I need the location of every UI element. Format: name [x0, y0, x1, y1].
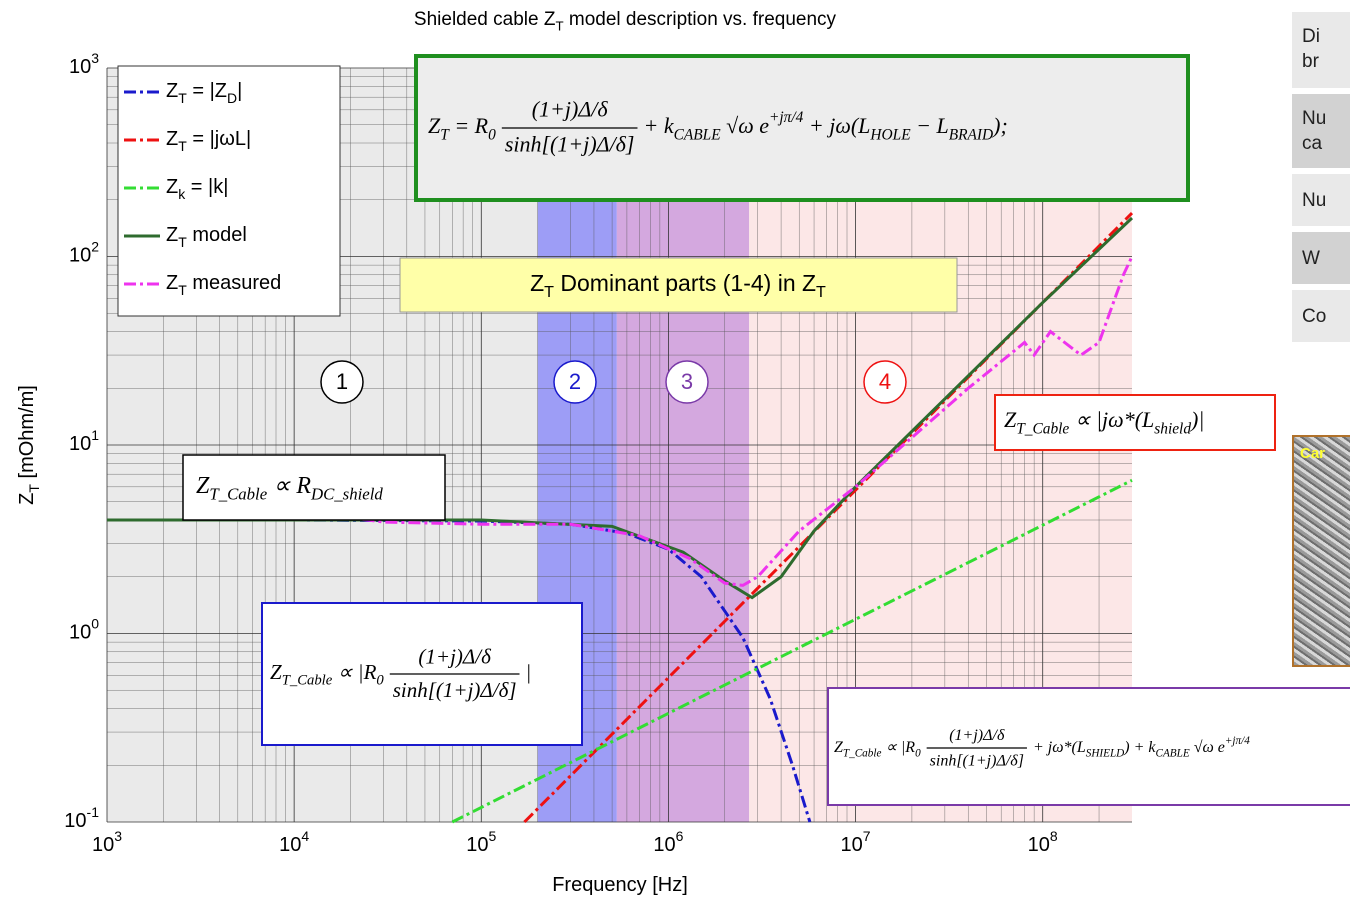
- x-tick-label: 108: [1028, 828, 1058, 857]
- y-tick-label: 100: [69, 615, 99, 644]
- chart: 103 104 105 106 107 108 10-1 100 101 102 103 Shield…: [0, 0, 1350, 904]
- y-tick-label: 10-1: [64, 804, 99, 833]
- formula-text: |: [526, 660, 532, 684]
- table-cell: br: [1302, 49, 1350, 74]
- y-tick-label: 101: [69, 427, 99, 456]
- y-axis-label: ZT [mOhm/m]: [16, 385, 41, 505]
- formula-text: sinh[(1+j)Δ/δ]: [393, 678, 517, 702]
- legend-label: Zk = |k|: [166, 176, 228, 201]
- formula-text: sinh[(1+j)Δ/δ]: [930, 752, 1024, 769]
- x-tick-label: 106: [653, 828, 683, 857]
- table-cell: Nu: [1302, 106, 1350, 131]
- zone-marker-label: 1: [336, 369, 348, 394]
- formula-text: (1+j)Δ/δ: [532, 97, 609, 122]
- formula-text: + jω*(LSHIELD) + kCABLE √ω e+jπ/4: [1033, 734, 1250, 759]
- chart-title: Shielded cable ZT model description vs. …: [414, 9, 837, 33]
- photo-caption: Car: [1300, 445, 1325, 462]
- x-axis-label: Frequency [Hz]: [552, 874, 688, 896]
- x-tick-label: 103: [92, 828, 122, 857]
- zone-marker-label: 2: [569, 369, 581, 394]
- table-cell: Di: [1302, 24, 1350, 49]
- table-row: Co: [1292, 288, 1350, 342]
- table-row: Nu: [1292, 172, 1350, 226]
- table-cell: ca: [1302, 131, 1350, 156]
- formula-text: (1+j)Δ/δ: [949, 727, 1005, 744]
- y-tick-label: 103: [69, 50, 99, 79]
- zone-marker-label: 3: [681, 369, 693, 394]
- cable-photo: Car: [1292, 435, 1350, 667]
- page: {"chart_data":{ "type":"line", "title":"…: [0, 0, 1350, 904]
- y-tick-label: 102: [69, 238, 99, 267]
- table-row: W: [1292, 230, 1350, 284]
- table-cell: W: [1302, 246, 1350, 271]
- x-tick-label: 105: [466, 828, 496, 857]
- formula-text: (1+j)Δ/δ: [418, 644, 492, 668]
- table-cell: Co: [1302, 304, 1350, 329]
- formula-text: sinh[(1+j)Δ/δ]: [505, 132, 635, 157]
- zone-marker-label: 4: [879, 369, 891, 394]
- x-tick-label: 107: [841, 828, 871, 857]
- table-cell: Nu: [1302, 188, 1350, 213]
- x-tick-label: 104: [279, 828, 309, 857]
- legend-label: ZT model: [166, 224, 247, 249]
